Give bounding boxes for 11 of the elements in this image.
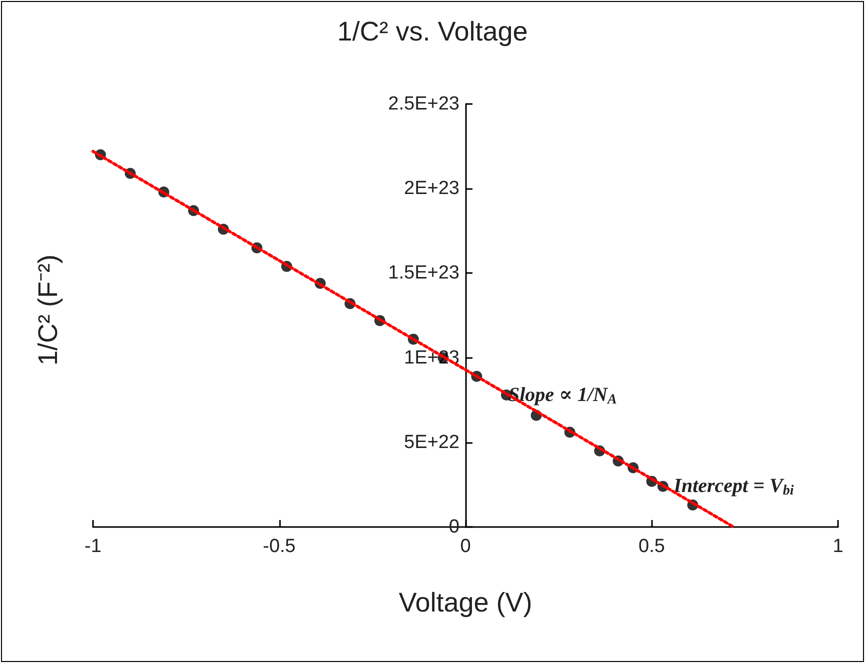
x-tick-label: -1 — [84, 536, 102, 557]
x-tick-label: 0.5 — [638, 536, 665, 557]
y-tick-label: 5E+22 — [404, 432, 460, 453]
y-tick-label: 1.5E+23 — [388, 262, 460, 284]
x-tick-label: -0.5 — [262, 536, 296, 557]
y-tick-label: 2.5E+23 — [388, 94, 460, 114]
chart-title: 1/C² vs. Voltage — [337, 16, 528, 46]
y-tick-label: 2E+23 — [404, 178, 460, 200]
x-axis-title: Voltage (V) — [398, 588, 532, 618]
x-tick-label: 1 — [832, 536, 844, 557]
y-axis-title: 1/C² (F⁻²) — [33, 254, 63, 366]
